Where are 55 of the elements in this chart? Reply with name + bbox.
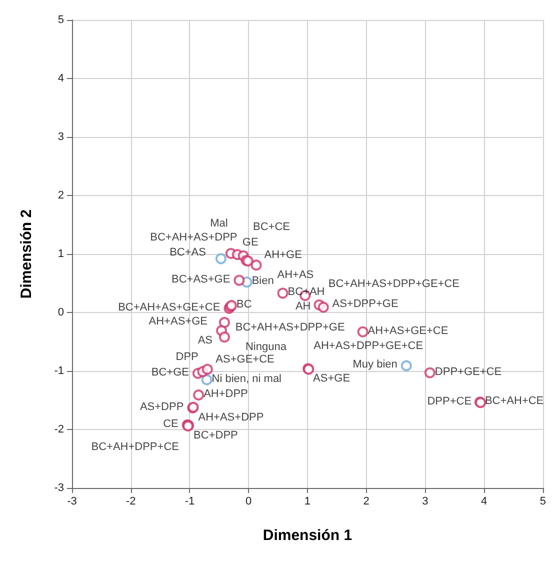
x-tick-label: 5 [540,496,546,508]
data-label: AH+AS+GE [148,315,208,328]
data-label: AS+DPP [140,400,184,413]
y-tick-label: 5 [58,14,64,26]
data-label: BC+GE [151,366,189,378]
data-label: Ni bien, ni mal [212,372,282,385]
y-tick-label: 1 [58,248,64,260]
data-label: AS+GE [313,372,350,385]
x-tick-label: 1 [304,496,311,508]
y-axis-title: Dimensión 2 [18,209,35,299]
data-label: AH+AS+GE+CE [368,324,448,337]
data-label: AS [198,334,213,347]
data-label: CE [163,418,178,430]
data-label: BC+DPP [194,429,238,442]
data-label: BC+AH+AS+GE+CE [118,301,220,314]
data-label: DPP+GE+CE [434,366,502,378]
data-label: BC+AH+AS+DPP+GE+CE [328,278,460,290]
data-label: AH+AS+DPP+GE+CE [314,340,424,352]
x-tick-label: -1 [184,496,195,508]
data-label: Bien [252,275,274,288]
data-label: AS+GE+CE [216,354,274,366]
data-label: BC [236,298,252,310]
data-label: AH [295,300,311,313]
x-tick-label: 2 [363,496,370,508]
data-label: DPP+CE [427,396,472,408]
data-label: AS+DPP+GE [332,298,398,310]
data-label: BC+AH+AS+DPP [150,231,238,244]
y-tick-label: 0 [58,306,64,318]
data-label: Ninguna [245,341,288,354]
data-label: BC+AS [170,246,206,258]
data-label: DPP [176,351,198,364]
x-tick-label: 3 [422,496,428,508]
y-tick-label: 4 [58,72,64,84]
x-tick-label: 0 [246,496,252,508]
y-tick-label: -3 [54,482,64,494]
data-label: BC+AH+DPP+CE [91,440,179,453]
data-label: Mal [210,218,228,230]
data-label: AH+AS [277,269,314,282]
data-label: AH+AS+DPP [198,411,264,424]
data-label: AH+GE [264,248,302,261]
y-tick-label: -2 [54,424,64,436]
x-axis-title: Dimensión 1 [262,527,352,544]
y-tick-label: 2 [58,190,64,202]
data-label: BC+CE [253,221,290,234]
y-tick-label: -1 [54,365,64,377]
y-tick-label: 3 [58,131,64,143]
data-label: AH+DPP [204,388,248,400]
x-tick-label: -2 [126,496,136,508]
data-label: BC+AH+AS+DPP+GE [235,322,345,334]
data-label: GE [242,236,258,249]
data-label: Muy bien [352,358,398,371]
x-tick-label: -3 [67,496,77,508]
x-tick-label: 4 [481,496,488,508]
data-label: BC+AH+CE [484,395,544,408]
data-label: BC+AS+GE [171,273,230,286]
